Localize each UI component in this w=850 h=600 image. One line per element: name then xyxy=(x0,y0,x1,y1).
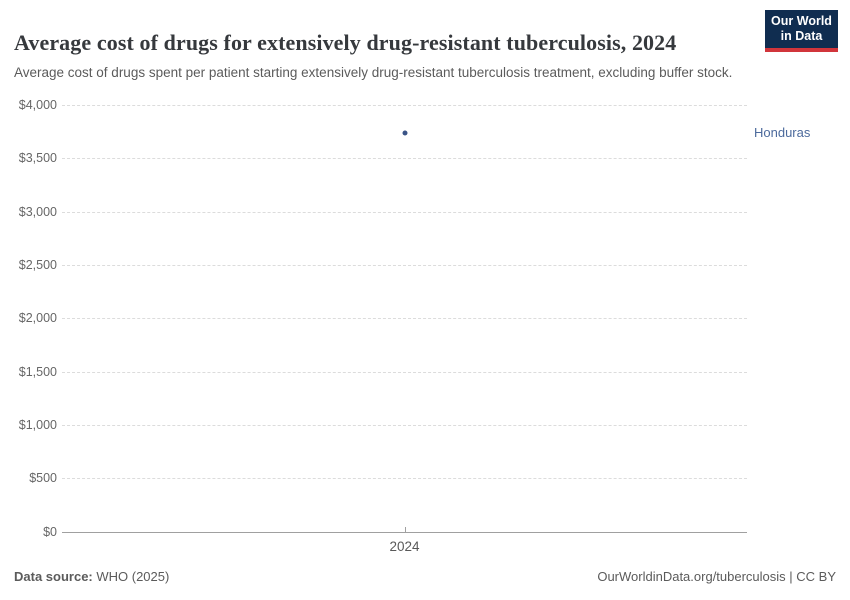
chart-footer: Data source: WHO (2025) OurWorldinData.o… xyxy=(14,568,836,585)
y-axis-tick-label: $1,500 xyxy=(18,364,57,379)
y-axis-tick-label: $3,500 xyxy=(18,151,57,166)
data-point-honduras[interactable] xyxy=(402,130,407,136)
data-source-value: WHO (2025) xyxy=(92,569,170,584)
gridline xyxy=(62,158,747,160)
gridline xyxy=(62,211,747,213)
gridline xyxy=(62,105,747,106)
data-source-label: Data source: xyxy=(14,569,93,584)
entity-label-honduras[interactable]: Honduras xyxy=(754,124,811,140)
owid-logo-line2: in Data xyxy=(780,29,823,43)
gridline xyxy=(62,318,747,320)
gridline xyxy=(62,371,747,373)
y-axis-tick-label: $3,000 xyxy=(18,204,57,219)
x-axis-tick-mark xyxy=(404,526,406,532)
chart-subtitle: Average cost of drugs spent per patient … xyxy=(14,64,733,80)
y-axis-tick-label: $1,000 xyxy=(18,417,57,432)
owid-cc-link[interactable]: OurWorldinData.org/tuberculosis | CC BY xyxy=(597,569,836,584)
y-axis-tick-label: $500 xyxy=(29,471,57,486)
x-axis-line xyxy=(62,531,747,533)
owid-logo-line1: Our World xyxy=(771,14,832,28)
y-axis-tick-label: $2,000 xyxy=(18,311,57,326)
gridline xyxy=(62,424,747,426)
y-axis-tick-label: $0 xyxy=(43,524,57,539)
owid-logo[interactable]: Our World in Data xyxy=(765,10,838,52)
y-axis-tick-label: $4,000 xyxy=(18,98,57,112)
gridline xyxy=(62,264,747,266)
chart-title: Average cost of drugs for extensively dr… xyxy=(14,29,677,55)
x-axis-tick-label: 2024 xyxy=(389,538,420,554)
gridline xyxy=(62,478,747,480)
data-source-note: Data source: WHO (2025) xyxy=(14,568,169,585)
y-axis-tick-label: $2,500 xyxy=(18,257,57,272)
